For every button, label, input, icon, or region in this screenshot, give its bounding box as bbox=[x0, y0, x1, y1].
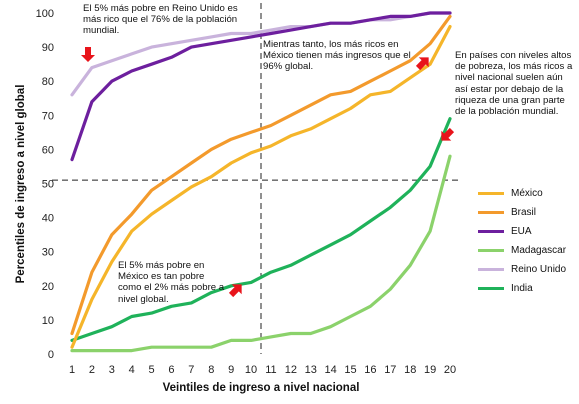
callout-arrows bbox=[81, 47, 455, 298]
legend-label: México bbox=[511, 188, 543, 199]
legend-label: India bbox=[511, 283, 533, 294]
legend: México Brasil EUA Madagascar Reino Unido… bbox=[478, 184, 566, 298]
annotation-reino-unido: El 5% más pobre en Reino Unido es más ri… bbox=[83, 3, 238, 37]
x-tick-label: 4 bbox=[129, 364, 135, 376]
legend-item-india: India bbox=[478, 279, 566, 298]
y-tick-label: 20 bbox=[42, 281, 54, 293]
y-tick-label: 0 bbox=[48, 349, 54, 361]
legend-label: EUA bbox=[511, 226, 532, 237]
x-tick-label: 10 bbox=[245, 364, 257, 376]
x-tick-label: 15 bbox=[344, 364, 356, 376]
legend-item-eua: EUA bbox=[478, 222, 566, 241]
x-tick-label: 8 bbox=[208, 364, 214, 376]
reference-lines bbox=[52, 3, 458, 354]
series-lines bbox=[70, 11, 452, 353]
x-tick-label: 12 bbox=[285, 364, 297, 376]
legend-item-brasil: Brasil bbox=[478, 203, 566, 222]
x-tick-label: 5 bbox=[149, 364, 155, 376]
series-line-madagascar bbox=[70, 154, 452, 353]
y-tick-label: 80 bbox=[42, 76, 54, 88]
legend-swatch bbox=[478, 268, 504, 271]
x-tick-label: 18 bbox=[404, 364, 416, 376]
y-tick-label: 10 bbox=[42, 315, 54, 327]
series-line-eua bbox=[70, 11, 452, 162]
y-tick-label: 30 bbox=[42, 247, 54, 259]
y-tick-label: 60 bbox=[42, 144, 54, 156]
x-tick-label: 3 bbox=[109, 364, 115, 376]
legend-swatch bbox=[478, 287, 504, 290]
y-axis: 0 10 20 30 40 50 60 70 80 90 100 bbox=[36, 8, 54, 361]
y-tick-label: 40 bbox=[42, 213, 54, 225]
y-axis-title: Percentiles de ingreso a nivel global bbox=[15, 85, 27, 284]
series-line-reino-unido bbox=[70, 11, 452, 97]
legend-swatch bbox=[478, 211, 504, 214]
arrow-down-left-icon bbox=[441, 127, 455, 141]
x-tick-label: 11 bbox=[265, 364, 276, 376]
x-tick-label: 13 bbox=[305, 364, 317, 376]
y-tick-label: 50 bbox=[42, 179, 54, 191]
arrow-up-right-icon bbox=[228, 284, 242, 298]
series-line-brasil bbox=[70, 14, 452, 336]
x-tick-label: 16 bbox=[364, 364, 376, 376]
x-tick-label: 20 bbox=[444, 364, 456, 376]
x-tick-label: 2 bbox=[89, 364, 95, 376]
y-tick-label: 70 bbox=[42, 110, 54, 122]
arrow-down-icon bbox=[81, 47, 95, 62]
x-tick-label: 6 bbox=[168, 364, 174, 376]
arrow-up-right-icon bbox=[415, 57, 429, 71]
y-tick-label: 100 bbox=[36, 8, 54, 20]
x-axis: 1 2 3 4 5 6 7 8 9 10 11 12 13 14 15 16 17 18 19 20 bbox=[69, 364, 456, 376]
x-axis-title: Veintiles de ingreso a nivel nacional bbox=[163, 382, 360, 394]
x-tick-label: 9 bbox=[228, 364, 234, 376]
x-tick-label: 17 bbox=[384, 364, 396, 376]
x-tick-label: 14 bbox=[325, 364, 337, 376]
legend-item-madagascar: Madagascar bbox=[478, 241, 566, 260]
legend-label: Madagascar bbox=[511, 245, 567, 256]
x-tick-label: 19 bbox=[424, 364, 436, 376]
legend-swatch bbox=[478, 192, 504, 195]
legend-label: Brasil bbox=[511, 207, 537, 218]
legend-label: Reino Unido bbox=[511, 264, 567, 275]
annotation-mexico-poor: El 5% más pobre en México es tan pobre c… bbox=[118, 260, 225, 305]
series-line-mexico bbox=[70, 25, 452, 349]
legend-swatch bbox=[478, 230, 504, 233]
legend-item-mexico: México bbox=[478, 184, 566, 203]
legend-item-reino-unido: Reino Unido bbox=[478, 260, 566, 279]
annotation-poverty-countries: En países con niveles altos de pobreza, … bbox=[455, 50, 573, 118]
y-tick-label: 90 bbox=[42, 42, 54, 54]
x-tick-label: 7 bbox=[188, 364, 194, 376]
series-line-india bbox=[70, 117, 452, 342]
annotation-mexico-rich: Mientras tanto, los más ricos en México … bbox=[263, 39, 411, 73]
x-tick-label: 1 bbox=[69, 364, 75, 376]
legend-swatch bbox=[478, 249, 504, 252]
